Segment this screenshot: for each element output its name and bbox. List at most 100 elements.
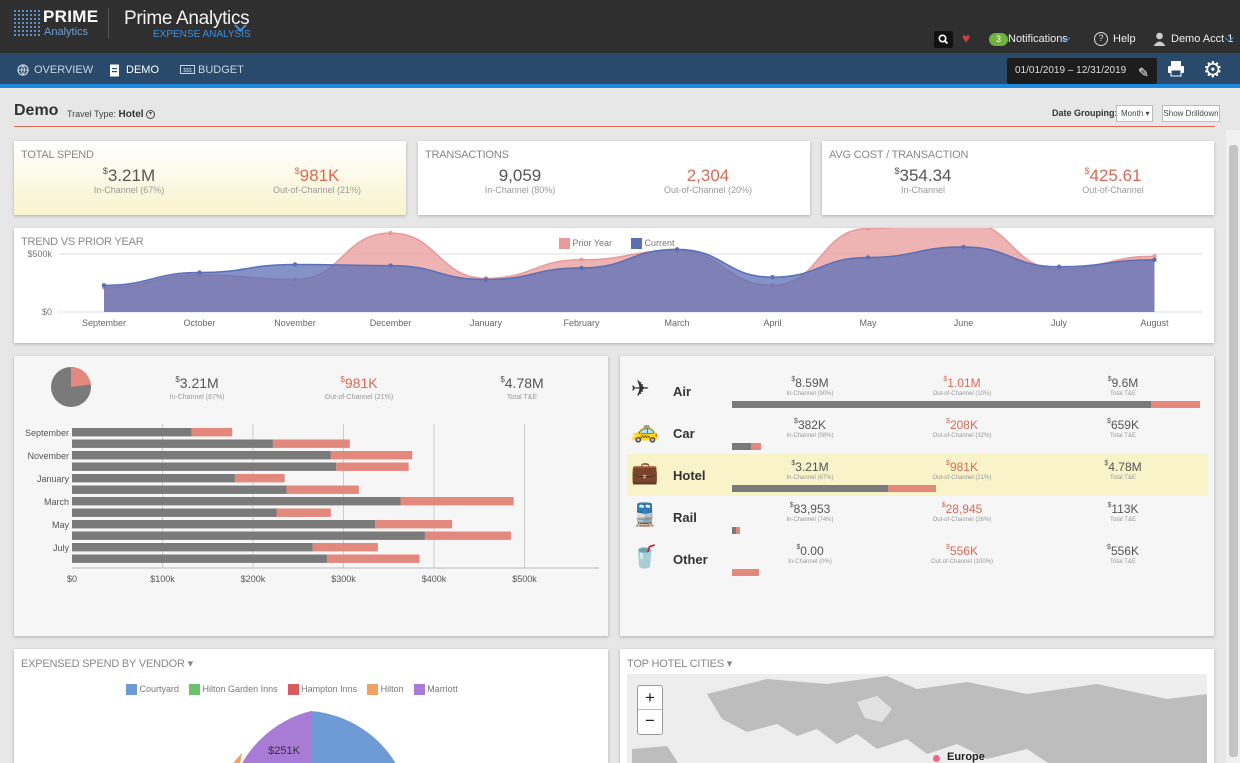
trend-chart: $500k $0 September October November December J…	[27, 228, 1202, 328]
notifications-count-badge[interactable]: 3	[989, 33, 1008, 46]
legend-swatch	[413, 684, 425, 696]
zoom-in-button[interactable]: +	[638, 686, 662, 710]
kpi-out-label: Out-of-Channel (20%)	[663, 185, 753, 195]
bar-segment-out-of-channel	[375, 520, 453, 529]
trend-area-current	[104, 247, 1155, 312]
trend-legend-prior[interactable]: Prior Year	[559, 238, 612, 250]
channel-in-value: $83,953	[789, 502, 831, 516]
trend-point	[674, 247, 680, 252]
channel-name: Rail	[673, 510, 697, 525]
trend-x-tick: January	[470, 318, 503, 328]
date-grouping-label: Date Grouping:	[1052, 108, 1118, 118]
document-icon[interactable]	[109, 64, 120, 77]
vendor-slice-label: $251K	[268, 745, 300, 757]
cities-title-chevron-icon[interactable]: ▾	[726, 658, 733, 670]
notifications-menu[interactable]: Notifications	[1008, 33, 1068, 45]
print-icon[interactable]	[1167, 60, 1185, 82]
kpi-out-value: 2,304	[686, 166, 730, 185]
search-icon[interactable]	[934, 31, 953, 48]
hotel-cities-map[interactable]: Europe	[627, 674, 1207, 763]
channel-in-label: In-Channel (0%)	[788, 559, 832, 565]
channel-row-air[interactable]: ✈ Air $8.59M In-Channel (90%) $1.01M Out…	[627, 370, 1208, 412]
trend-point	[388, 263, 393, 268]
channel-total-value: $113K	[1107, 502, 1139, 516]
channel-out-value: $981K	[946, 460, 978, 474]
vendor-legend-item[interactable]: Hilton	[367, 684, 404, 696]
kpi-title: TRANSACTIONS	[425, 149, 509, 161]
monthly-spend-panel: $3.21M In-Channel (67%) $981K Out-of-Cha…	[14, 356, 608, 636]
channel-out-label: Out-of-Channel (100%)	[930, 559, 994, 565]
user-icon[interactable]	[1153, 32, 1166, 46]
show-drilldown-button[interactable]: Show Drilldown	[1162, 105, 1220, 122]
date-grouping-select[interactable]: Month ▾	[1116, 105, 1153, 122]
channel-bar-out	[1150, 401, 1200, 408]
channel-bar-out	[888, 485, 937, 492]
kpi-in-label: In-Channel (67%)	[93, 185, 165, 195]
channel-total-label: Total T&E	[1110, 559, 1136, 565]
summary-in-value: $3.21M	[175, 375, 219, 391]
budget-icon[interactable]: $$$	[180, 64, 195, 76]
train-icon: 🚆	[631, 502, 659, 527]
tab-overview[interactable]: OVERVIEW	[34, 64, 94, 76]
tab-demo[interactable]: DEMO	[126, 64, 159, 76]
kpi-card-transactions[interactable]: TRANSACTIONS 9,059 In-Channel (80%) 2,30…	[418, 141, 810, 215]
help-link[interactable]: Help	[1113, 33, 1136, 45]
bar-x-tick: $200k	[241, 574, 266, 584]
vendor-legend-item[interactable]: Hilton Garden Inns	[189, 684, 278, 696]
kpi-card-avg-cost[interactable]: AVG COST / TRANSACTION $354.34 In-Channe…	[822, 141, 1214, 215]
trend-point	[292, 262, 298, 267]
bar-segment-in-channel	[72, 554, 328, 563]
zoom-out-button[interactable]: −	[645, 711, 655, 730]
trend-x-tick: April	[763, 318, 781, 328]
bar-segment-out-of-channel	[424, 531, 511, 540]
trend-legend-current[interactable]: Current	[631, 238, 675, 250]
bar-x-tick: $0	[67, 574, 77, 584]
bar-segment-out-of-channel	[276, 508, 331, 517]
channel-row-other[interactable]: 🥤 Other $0.00 In-Channel (0%) $556K Out-…	[627, 538, 1208, 580]
edit-pencil-icon[interactable]: ✎	[1138, 65, 1149, 80]
vendor-panel-title[interactable]: EXPENSED SPEND BY VENDOR ▾	[21, 658, 194, 670]
help-icon[interactable]: ?	[1094, 32, 1108, 46]
pie-slice-out-channel	[71, 367, 91, 387]
channel-breakdown-panel: ✈ Air $8.59M In-Channel (90%) $1.01M Out…	[620, 356, 1214, 636]
channel-bar-out	[732, 569, 760, 576]
page-scrollbar-thumb[interactable]	[1229, 145, 1238, 757]
bar-segment-out-of-channel	[336, 462, 409, 471]
trend-point	[579, 265, 584, 271]
app-subtitle[interactable]: EXPENSE ANALYSIS	[153, 29, 251, 40]
channel-row-rail[interactable]: 🚆 Rail $83,953 In-Channel (74%) $28,945 …	[627, 496, 1208, 538]
nav-bar: OVERVIEW DEMO $$$ BUDGET 01/01/2019 – 12…	[0, 53, 1240, 88]
travel-type-value[interactable]: Hotel	[118, 109, 144, 120]
top-bar: PRIME Analytics Prime Analytics EXPENSE …	[0, 0, 1240, 53]
page-title: Demo	[14, 102, 59, 119]
channel-row-car[interactable]: 🚕 Car $382K In-Channel (58%) $208K Out-o…	[627, 412, 1208, 454]
channel-name: Air	[673, 384, 692, 399]
vendor-legend-item[interactable]: Courtyard	[126, 684, 179, 696]
summary-out-label: Out-of-Channel (21%)	[324, 394, 394, 401]
channel-row-hotel[interactable]: 💼 Hotel $3.21M In-Channel (67%) $981K Ou…	[627, 454, 1208, 496]
tab-budget[interactable]: BUDGET	[198, 64, 244, 76]
bar-segment-in-channel	[72, 462, 337, 471]
channel-split-pie	[51, 367, 91, 407]
kpi-in-label: In-Channel (80%)	[484, 185, 556, 195]
globe-icon[interactable]	[17, 64, 29, 76]
travel-type-filter[interactable]: Travel Type: Hotel ▾	[67, 109, 156, 120]
gear-icon[interactable]: ⚙	[1203, 57, 1223, 82]
bar-segment-in-channel	[72, 485, 287, 494]
cities-panel-title[interactable]: TOP HOTEL CITIES ▾	[627, 658, 733, 670]
kpi-card-total-spend[interactable]: TOTAL SPEND $3.21M In-Channel (67%) $981…	[14, 141, 406, 215]
city-marker[interactable]	[933, 755, 940, 762]
vendor-title-chevron-icon[interactable]: ▾	[187, 658, 194, 670]
trend-point	[579, 257, 584, 262]
favorites-heart-icon[interactable]: ♥	[962, 30, 971, 46]
logo-text: PRIME	[43, 7, 99, 26]
app-title[interactable]: Prime Analytics	[124, 8, 250, 29]
vendor-legend-item[interactable]: Marriott	[413, 684, 458, 696]
travel-type-chevron-icon[interactable]: ▾	[146, 110, 156, 120]
vendor-legend-item[interactable]: Hampton Inns	[287, 684, 357, 696]
legend-swatch	[126, 684, 137, 696]
trend-point	[961, 244, 966, 250]
account-menu[interactable]: Demo Acct 1	[1171, 33, 1234, 45]
channel-in-label: In-Channel (67%)	[786, 475, 834, 481]
date-range-picker[interactable]: 01/01/2019 – 12/31/2019	[1007, 58, 1157, 84]
